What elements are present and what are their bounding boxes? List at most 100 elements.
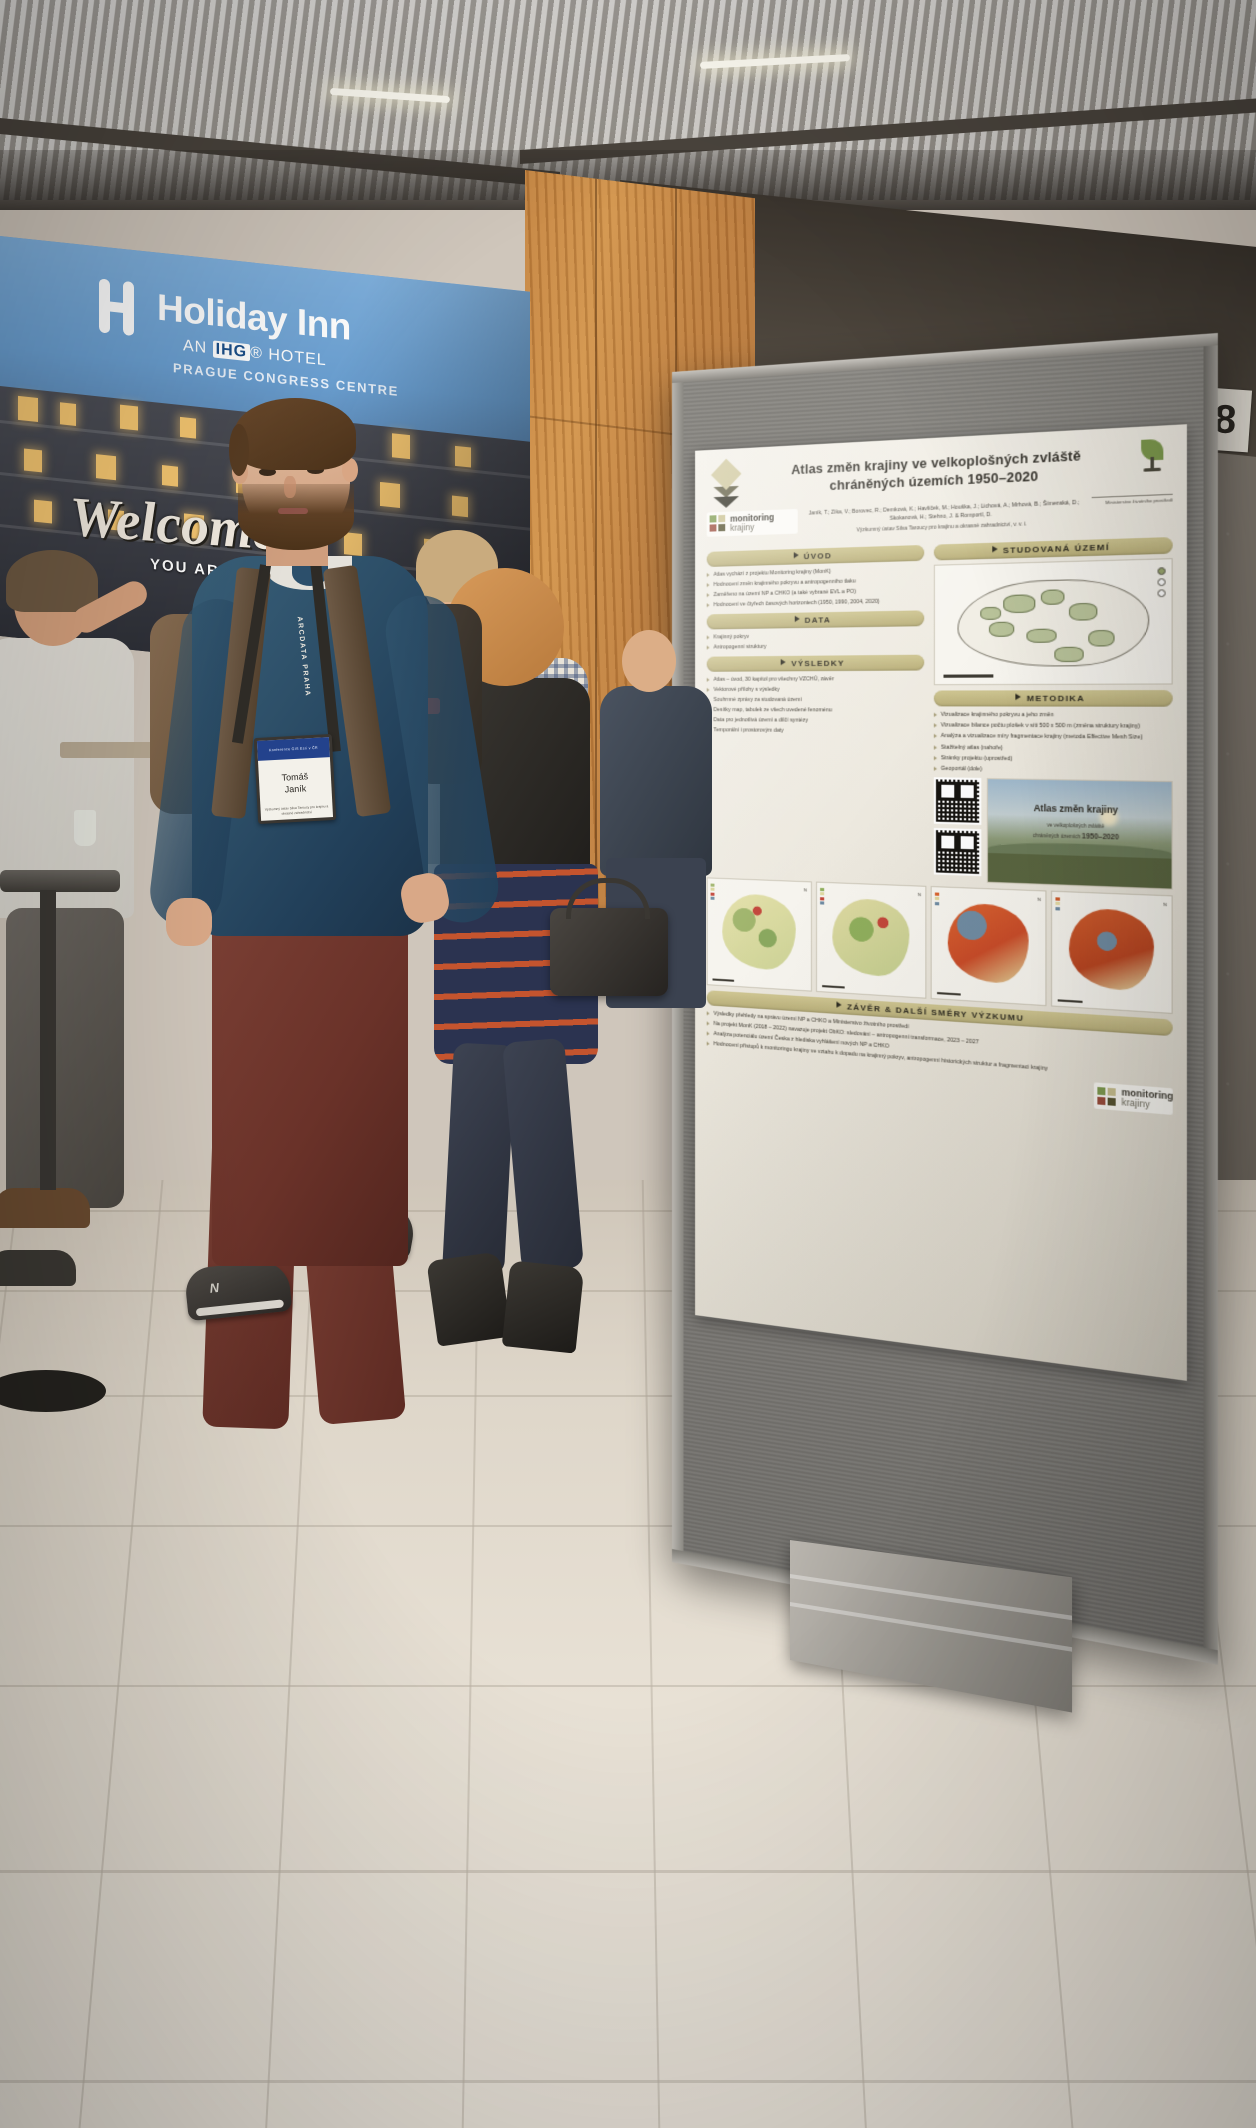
section-header-vysledky: VÝSLEDKY — [706, 654, 924, 673]
conference-name-badge: Konference GIS Esri v ČR Tomáš Janík Výz… — [253, 734, 337, 824]
atlas-promo-row: Atlas změn krajiny ve velkoplošných zvlá… — [933, 777, 1173, 891]
list-item: Temporální i prostorovým daty — [707, 726, 924, 736]
ear-right — [342, 458, 358, 482]
list-item: Atlas – úvod, 30 kapitol pro všechny VZC… — [707, 675, 924, 685]
atlas-cover-title: Atlas změn krajiny — [1033, 802, 1119, 816]
poster-board: Atlas změn krajiny ve velkoplošných zvlá… — [672, 332, 1218, 1665]
badge-header-text: Konference GIS Esri v ČR — [268, 745, 318, 753]
badge-last-name: Janík — [284, 782, 307, 795]
monitoring-squares-icon — [709, 515, 727, 533]
cocktail-table-top — [0, 870, 120, 892]
cocktail-table-base — [0, 1370, 106, 1412]
tree-icon — [1133, 436, 1173, 475]
qr-code-project-site[interactable] — [933, 828, 981, 877]
map-legend-icon — [1055, 897, 1060, 912]
map-scale-bar — [822, 985, 845, 989]
map-legend — [1157, 567, 1166, 600]
eye-left — [259, 468, 276, 476]
qr-code-column — [933, 777, 981, 882]
list-item: Analýza a vizualizace míry fragmentace k… — [933, 732, 1172, 743]
map-scale-bar — [1057, 999, 1083, 1004]
poster-right-column: STUDOVANÁ ÚZEMÍ — [933, 532, 1173, 891]
north-arrow-icon: N — [1037, 896, 1041, 903]
attendee-presenter: N N ARCDATA PRAHA Konference GIS Esri v … — [146, 398, 504, 1430]
czech-republic-study-area-map — [933, 558, 1173, 686]
ceiling — [0, 0, 1256, 210]
poster-title: Atlas změn krajiny ve velkoplošných zvlá… — [754, 439, 1124, 499]
map-legend-icon — [934, 892, 940, 906]
hair — [229, 398, 356, 476]
mouth — [278, 508, 308, 514]
map-scale-bar — [937, 992, 961, 996]
map-legend-icon — [820, 888, 825, 905]
qr-code-atlas[interactable] — [933, 777, 981, 826]
monk-chevron-logo-icon — [707, 458, 746, 509]
results-map-row: N N N N — [706, 877, 1173, 1015]
badge-organization: Výzkumný ústav Silva Taroucy pro krajinu… — [264, 804, 329, 816]
list-item: Data pro jednotlivá území a dílčí syntéz… — [707, 716, 924, 726]
drinking-glass — [74, 810, 96, 846]
poster-left-column: ÚVOD Atlas vychází z projektu Monitoring… — [706, 540, 924, 881]
metodika-bullet-list: Vizualizace krajinného pokryvu a jeho zm… — [933, 711, 1172, 743]
monitoring-squares-icon — [1097, 1086, 1116, 1107]
map-scale-bar — [942, 674, 993, 678]
north-arrow-icon: N — [1163, 901, 1167, 908]
section-header-metodika: METODIKA — [933, 690, 1173, 707]
atlas-cover-sub2: chráněných územích 1950–2020 — [987, 831, 1167, 844]
list-item: Souhrnné zprávy za studovaná území — [707, 696, 924, 705]
eye-right — [307, 466, 324, 474]
badge-first-name: Tomáš — [281, 770, 309, 783]
section-label-data: DATA — [804, 615, 831, 625]
atlas-cover-sub1: ve velkoplošných zvláště — [1047, 821, 1105, 829]
ministry-logo: Ministerstvo životního prostředí — [1091, 493, 1173, 507]
board-frame-right — [1203, 332, 1218, 1665]
uvod-bullet-list: Atlas vychází z projektu Monitoring kraj… — [707, 565, 924, 609]
section-label-uvod: ÚVOD — [803, 551, 833, 562]
list-item: Stažitelný atlas (nahoře) — [933, 744, 1172, 755]
cocktail-table-stem — [40, 890, 56, 1190]
list-item: Vizualizace krajinného pokryvu a jeho zm… — [933, 711, 1172, 721]
result-map-landcover-1950: N — [706, 877, 812, 992]
list-item: Vizualizace bilance počtu plošek v síti … — [933, 721, 1172, 731]
legend-swatch-protected-areas — [1157, 578, 1166, 587]
legend-swatch-border — [1157, 589, 1166, 598]
data-bullet-list: Krajinný pokryv Antropogenní struktury — [707, 630, 924, 651]
badge-card: Konference GIS Esri v ČR Tomáš Janík Výz… — [256, 737, 334, 821]
section-label-vysledky: VÝSLEDKY — [791, 658, 845, 669]
section-label-studovana-uzemi: STUDOVANÁ ÚZEMÍ — [1002, 542, 1110, 556]
atlas-cover-image: Atlas změn krajiny ve velkoplošných zvlá… — [986, 778, 1173, 891]
list-item: Geoportál (dole) — [933, 764, 1172, 776]
shoe-left: N — [183, 1258, 293, 1322]
poster-columns: ÚVOD Atlas vychází z projektu Monitoring… — [706, 532, 1173, 891]
section-label-metodika: METODIKA — [1026, 693, 1086, 704]
beard — [238, 484, 354, 550]
hand-left — [166, 898, 212, 946]
section-header-data: DATA — [706, 610, 924, 630]
nose — [284, 476, 296, 498]
result-map-fragmentation: N — [1050, 890, 1173, 1015]
result-map-landcover-2020: N — [816, 881, 927, 1000]
conference-poster: Atlas změn krajiny ve velkoplošných zvlá… — [695, 424, 1187, 1381]
list-item: Desítky map, tabulek ze všech uvedené fe… — [707, 706, 924, 715]
background-person-left — [0, 550, 160, 1286]
trousers — [212, 906, 408, 1266]
monitoring-krajiny-logo: monitoring krajiny — [706, 508, 798, 537]
vysledky-right-bullet-list: Stažitelný atlas (nahoře) Stránky projek… — [933, 744, 1172, 777]
north-arrow-icon: N — [803, 887, 807, 893]
atlas-cover-years: 1950–2020 — [1081, 833, 1120, 842]
monitoring-krajiny-logo-footer: monitoring krajiny — [1093, 1082, 1173, 1116]
handbag — [550, 878, 668, 996]
list-item: Krajinný pokryv — [707, 630, 924, 642]
list-item: Vektorové přílohy s výsledky — [707, 685, 924, 694]
section-header-studovana-uzemi: STUDOVANÁ ÚZEMÍ — [933, 537, 1173, 561]
north-arrow-icon: N — [917, 892, 922, 898]
list-item: Antropogenní struktury — [707, 641, 924, 652]
section-header-uvod: ÚVOD — [706, 545, 924, 568]
badge-name-block: Tomáš Janík — [258, 757, 332, 808]
legend-swatch-national-parks — [1157, 567, 1166, 576]
vysledky-bullet-list: Atlas – úvod, 30 kapitol pro všechny VZC… — [707, 675, 924, 736]
floor-tile-grid — [0, 1180, 1256, 2128]
result-map-structure-change: N — [930, 886, 1047, 1007]
atlas-cover-sub2-text: chráněných územích — [1032, 833, 1081, 840]
